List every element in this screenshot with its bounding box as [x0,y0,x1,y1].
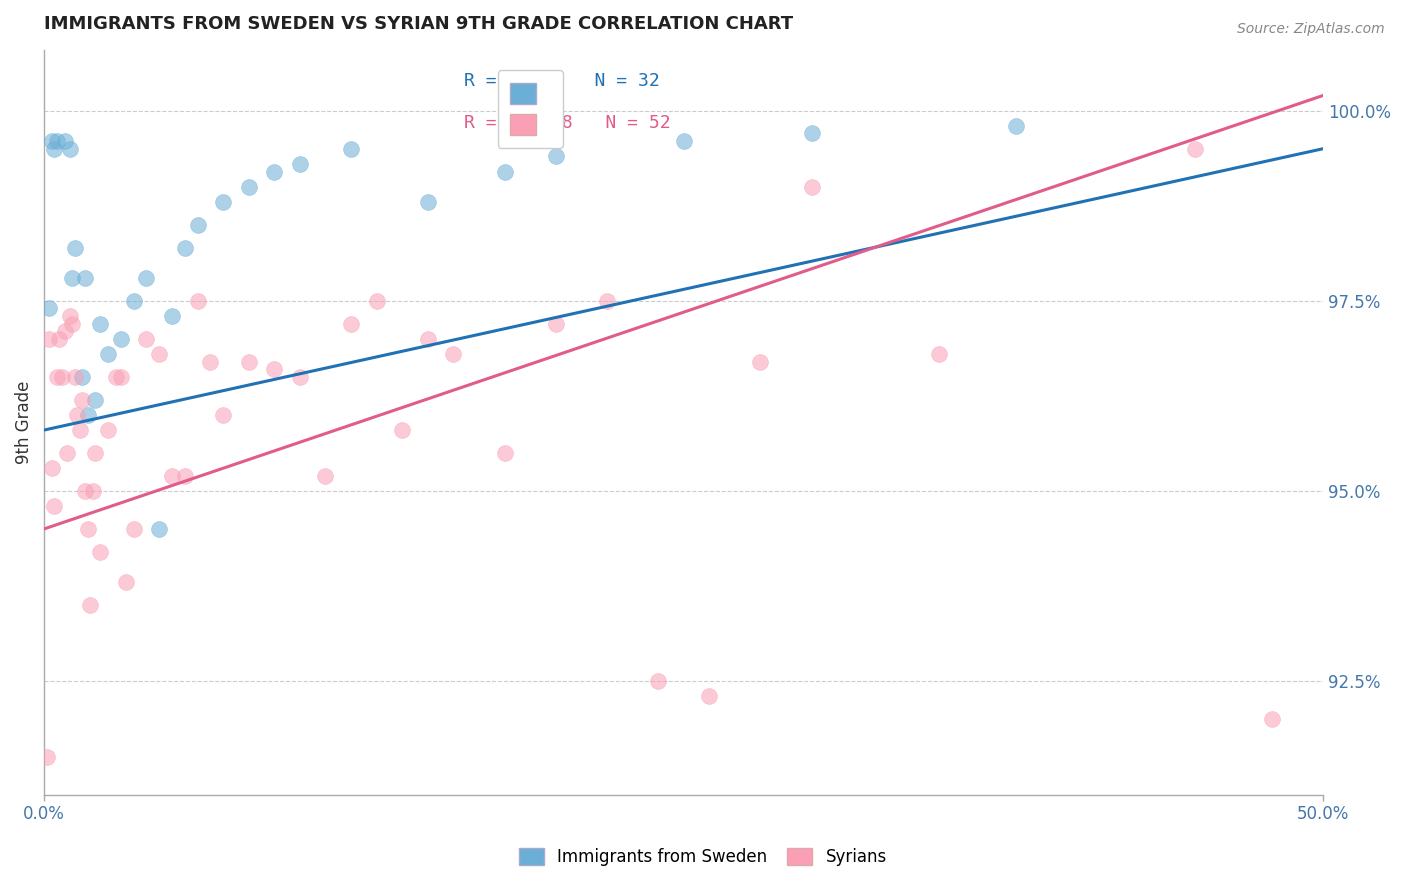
Point [212,194,235,209]
Point [76,408,98,422]
Point [544,149,567,163]
Text: Source: ZipAtlas.com: Source: ZipAtlas.com [1237,22,1385,37]
Point [60,317,83,331]
Point [122,522,145,536]
Point [315,468,337,483]
Point [416,332,439,346]
Point [104,369,127,384]
Point [72,369,94,384]
Point [84,392,107,407]
Point [38,301,60,316]
Point [160,468,183,483]
Point [148,522,170,536]
Text: R =  0.318   N = 52: R = 0.318 N = 52 [464,114,671,132]
Point [122,293,145,308]
Point [263,164,285,178]
Point [187,293,209,308]
Point [110,332,132,346]
Point [1005,119,1028,133]
Point [238,179,260,194]
Point [187,218,209,232]
Point [1184,142,1206,156]
Point [340,142,363,156]
Point [494,446,516,460]
Y-axis label: 9th Grade: 9th Grade [15,381,32,464]
Point [89,545,111,559]
Point [97,347,120,361]
Point [76,522,98,536]
Point [45,369,67,384]
Point [697,690,720,704]
Point [135,332,157,346]
Point [84,446,107,460]
Point [44,499,66,513]
Point [494,164,516,178]
Point [238,354,260,368]
Point [749,354,772,368]
Point [79,598,101,612]
Point [441,347,464,361]
Point [44,142,66,156]
Point [288,369,311,384]
Point [391,423,413,437]
Point [596,293,619,308]
Point [115,575,138,590]
Point [73,271,96,285]
Point [69,423,91,437]
Point [45,134,67,148]
Point [53,134,76,148]
Point [35,750,58,764]
Point [82,483,104,498]
Text: IMMIGRANTS FROM SWEDEN VS SYRIAN 9TH GRADE CORRELATION CHART: IMMIGRANTS FROM SWEDEN VS SYRIAN 9TH GRA… [44,15,793,33]
Point [51,369,73,384]
Point [53,324,76,338]
Point [160,309,183,323]
Point [263,362,285,376]
Point [63,241,86,255]
Point [59,142,82,156]
Point [148,347,170,361]
Point [60,271,83,285]
Point [800,127,823,141]
Point [928,347,950,361]
Legend: , : , [498,70,562,148]
Point [38,332,60,346]
Point [110,369,132,384]
Point [340,317,363,331]
Point [41,134,63,148]
Point [72,392,94,407]
Point [66,408,89,422]
Point [89,317,111,331]
Point [48,332,70,346]
Point [544,317,567,331]
Point [97,423,120,437]
Point [672,134,695,148]
Point [212,408,235,422]
Point [59,309,82,323]
Point [366,293,388,308]
Point [200,354,222,368]
Point [647,673,669,688]
Point [135,271,157,285]
Point [73,483,96,498]
Point [63,369,86,384]
Point [288,157,311,171]
Text: R = 0.480   N = 32: R = 0.480 N = 32 [464,72,659,90]
Point [173,241,195,255]
Point [1261,712,1284,726]
Point [173,468,195,483]
Legend: Immigrants from Sweden, Syrians: Immigrants from Sweden, Syrians [510,840,896,875]
Point [800,179,823,194]
Point [416,194,439,209]
Point [56,446,79,460]
Point [41,461,63,475]
